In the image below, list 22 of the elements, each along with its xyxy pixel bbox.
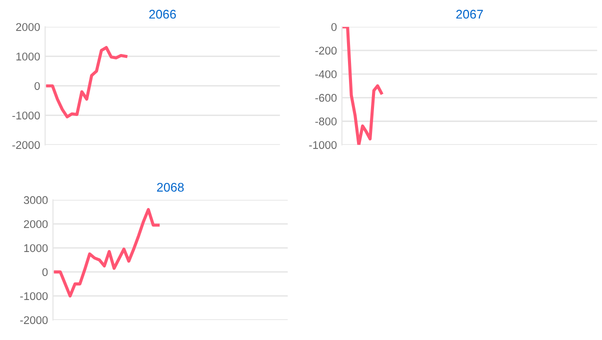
chart-title: 2068	[157, 182, 184, 192]
y-tick-label: 0	[42, 268, 48, 276]
y-tick-label: 2000	[24, 220, 48, 228]
y-tick-label: -400	[315, 70, 337, 78]
y-tick-label: -800	[315, 118, 337, 126]
y-tick-label: 1000	[16, 52, 40, 60]
y-tick-label: -2000	[20, 316, 48, 324]
y-tick-label: 3000	[24, 196, 48, 204]
chart-title: 2067	[456, 10, 483, 19]
y-tick-label: 2000	[16, 23, 40, 31]
y-tick-label: -200	[315, 46, 337, 55]
line-series	[54, 208, 160, 298]
line-series	[46, 46, 128, 118]
y-tick-label: -600	[315, 94, 337, 102]
y-tick-label: 0	[331, 23, 337, 31]
y-tick-label: -1000	[20, 292, 48, 300]
y-tick-label: -2000	[12, 141, 40, 149]
chart-title: 2066	[149, 10, 176, 19]
y-tick-label: -1000	[12, 112, 40, 120]
y-tick-label: -1000	[309, 141, 337, 149]
y-tick-label: 1000	[24, 244, 48, 252]
y-tick-label: 0	[34, 82, 40, 90]
